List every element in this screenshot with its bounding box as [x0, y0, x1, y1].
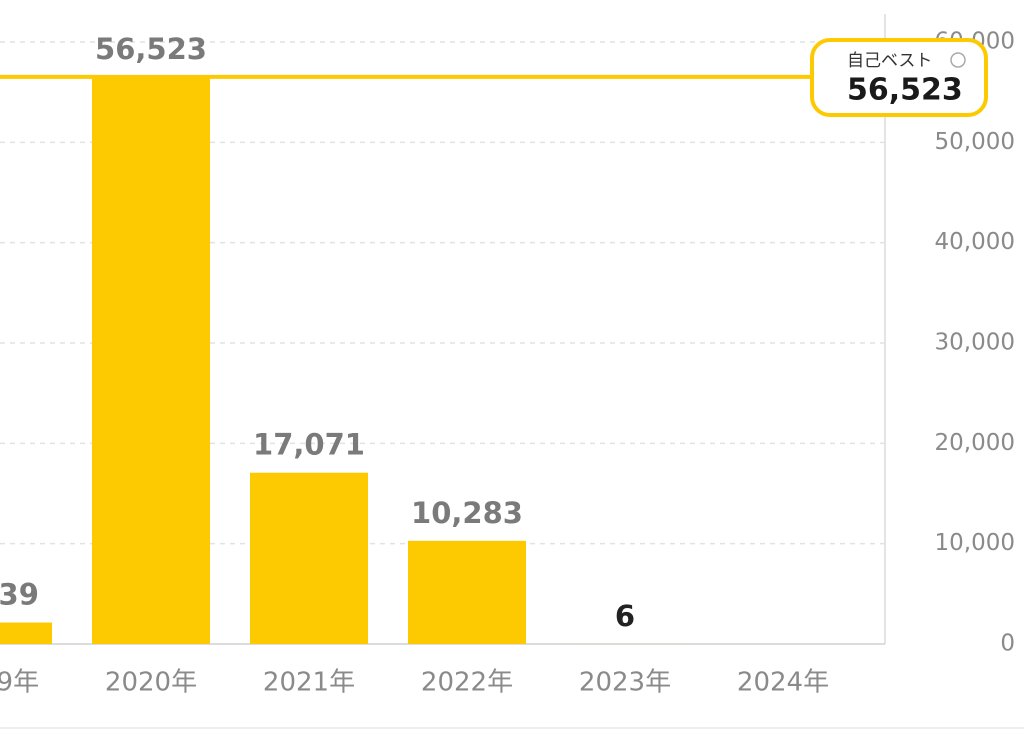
x-tick-label: 2023年	[579, 668, 671, 698]
personal-best-value: 56,523	[847, 73, 963, 108]
value-label: 17,071	[253, 428, 365, 462]
help-icon	[950, 52, 966, 68]
bar	[92, 76, 210, 644]
value-label: 2,139	[0, 578, 39, 612]
x-tick-label: 2021年	[263, 668, 355, 698]
bar	[408, 540, 526, 644]
x-tick-label: 2020年	[105, 668, 197, 698]
y-tick-label: 0	[1000, 631, 1015, 657]
bar	[250, 472, 368, 644]
value-label: 10,283	[411, 496, 523, 530]
y-tick-label: 40,000	[935, 229, 1015, 255]
bar	[0, 622, 52, 644]
value-label: 56,523	[95, 32, 207, 66]
personal-best-box	[810, 38, 988, 117]
x-tick-label: 2022年	[421, 668, 513, 698]
y-tick-label: 50,000	[935, 129, 1015, 155]
personal-best-label: 自己ベスト	[847, 51, 932, 71]
x-tick-label: 2024年	[737, 668, 829, 698]
x-tick-label: 2019年	[0, 668, 39, 698]
value-label: 6	[615, 599, 635, 633]
y-tick-label: 20,000	[935, 430, 1015, 456]
y-tick-label: 10,000	[935, 530, 1015, 556]
y-tick-label: 30,000	[935, 330, 1015, 356]
